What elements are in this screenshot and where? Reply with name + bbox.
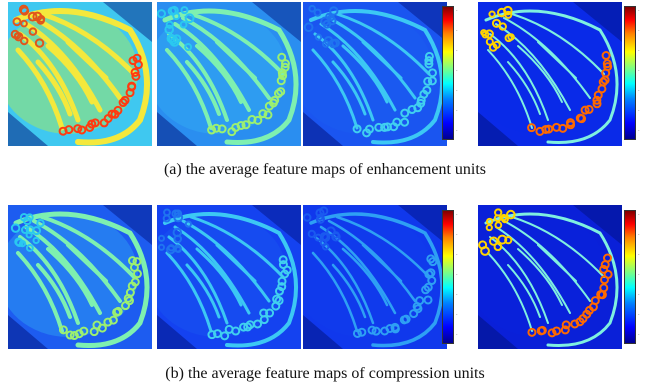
colorbar-tick: - [638, 212, 640, 217]
colorbar-tick: - [638, 312, 640, 317]
colorbar-tick: - [456, 128, 458, 133]
colorbar-tick: - [638, 252, 640, 257]
feature-map-b3 [303, 205, 447, 349]
colorbar-ticks-b4: - - - - - - - [638, 210, 650, 342]
feature-map-b2 [157, 205, 301, 349]
colorbar-tick: - [456, 88, 458, 93]
colorbar-ticks-b3: - - - - - - - [456, 210, 468, 342]
feature-map-a2 [157, 2, 301, 146]
colorbar-tick: - [638, 272, 640, 277]
colorbar-tick: - [456, 212, 458, 217]
colorbar-tick: - [638, 28, 640, 33]
colorbar-b3 [442, 210, 454, 344]
colorbar-tick: - [638, 48, 640, 53]
colorbar-tick: - [638, 128, 640, 133]
colorbar-tick: - [638, 88, 640, 93]
feature-map-a3 [303, 2, 447, 146]
colorbar-tick: - [456, 68, 458, 73]
colorbar-tick: - [638, 232, 640, 237]
colorbar-tick: - [638, 292, 640, 297]
colorbar-tick: - [456, 232, 458, 237]
colorbar-tick: - [456, 8, 458, 13]
colorbar-tick: - [456, 272, 458, 277]
caption-b: (b) the average feature maps of compress… [165, 365, 485, 382]
colorbar-tick: - [456, 28, 458, 33]
colorbar-tick: - [638, 108, 640, 113]
colorbar-tick: - [638, 332, 640, 337]
feature-map-b4 [478, 205, 622, 349]
colorbar-tick: - [638, 68, 640, 73]
colorbar-ticks-a3: - - - - - - - [456, 6, 468, 138]
colorbar-a3 [442, 6, 454, 140]
colorbar-b4 [624, 210, 636, 344]
colorbar-tick: - [456, 312, 458, 317]
colorbar-tick: - [456, 292, 458, 297]
feature-map-b1 [8, 205, 152, 349]
colorbar-tick: - [456, 252, 458, 257]
colorbar-tick: - [456, 108, 458, 113]
feature-map-a1 [8, 2, 152, 146]
colorbar-a4 [624, 6, 636, 140]
colorbar-tick: - [456, 48, 458, 53]
caption-a: (a) the average feature maps of enhancem… [163, 161, 487, 178]
feature-map-a4 [478, 2, 622, 146]
colorbar-tick: - [456, 332, 458, 337]
colorbar-tick: - [638, 8, 640, 13]
colorbar-ticks-a4: - - - - - - - [638, 6, 650, 138]
